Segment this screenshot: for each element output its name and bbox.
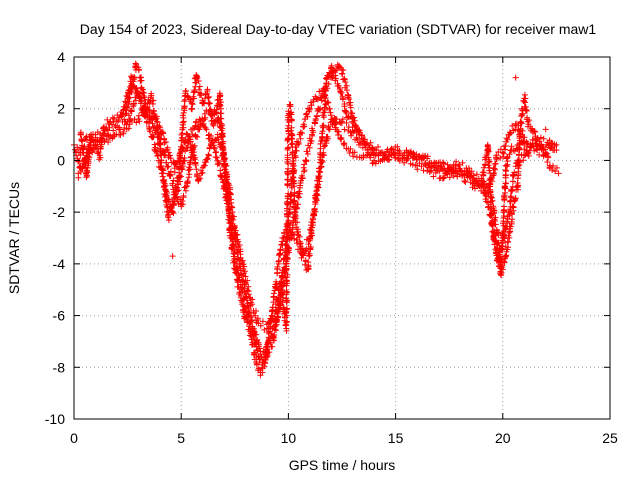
y-tick-label: -10: [45, 411, 65, 427]
y-tick-label: 4: [57, 49, 65, 65]
x-tick-label: 15: [388, 430, 404, 446]
y-axis-label: SDTVAR / TECUs: [6, 182, 22, 294]
y-tick-label: 2: [57, 101, 65, 117]
x-tick-label: 10: [281, 430, 297, 446]
y-tick-label: -6: [53, 308, 66, 324]
y-tick-label: -8: [53, 359, 66, 375]
x-tick-label: 5: [177, 430, 185, 446]
x-tick-label: 25: [602, 430, 618, 446]
y-tick-label: 0: [57, 152, 65, 168]
y-tick-label: -4: [53, 256, 66, 272]
x-tick-label: 0: [70, 430, 78, 446]
y-tick-label: -2: [53, 204, 66, 220]
x-tick-label: 20: [495, 430, 511, 446]
data-point: [122, 110, 129, 117]
chart-title: Day 154 of 2023, Sidereal Day-to-day VTE…: [80, 21, 597, 37]
data-points: [71, 60, 562, 379]
x-axis-label: GPS time / hours: [289, 457, 396, 473]
